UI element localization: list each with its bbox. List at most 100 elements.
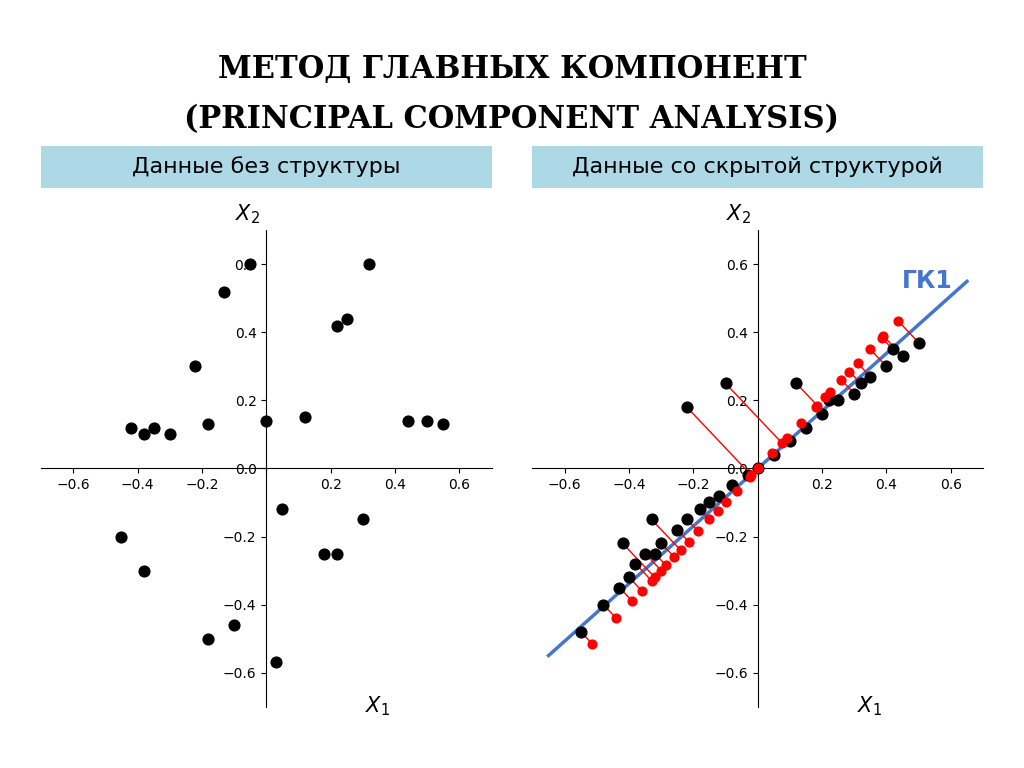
Point	[399, 415, 416, 427]
Text: МЕТОД ГЛАВНЫХ КОМПОНЕНТ: МЕТОД ГЛАВНЫХ КОМПОНЕНТ	[218, 54, 806, 84]
Point	[361, 258, 378, 270]
Text: Данные со скрытой структурой: Данные со скрытой структурой	[572, 157, 943, 177]
Point	[862, 370, 879, 382]
Point	[846, 388, 862, 400]
Point	[820, 394, 837, 406]
Point	[701, 496, 718, 508]
Point	[274, 503, 291, 515]
Point	[226, 619, 243, 631]
Point	[788, 377, 805, 389]
Point	[879, 360, 895, 372]
Point	[673, 544, 689, 556]
Point	[123, 422, 139, 434]
Point	[643, 513, 659, 525]
Point	[774, 437, 791, 449]
Point	[809, 399, 825, 412]
Point	[329, 548, 345, 560]
Text: $\mathit{X}_1$: $\mathit{X}_1$	[857, 695, 882, 718]
Point	[793, 416, 809, 429]
Point	[114, 531, 130, 543]
Point	[653, 564, 670, 577]
Point	[669, 524, 685, 536]
Point	[876, 329, 892, 342]
Point	[894, 350, 910, 362]
Point	[419, 415, 435, 427]
Point	[162, 429, 178, 441]
Point	[136, 564, 153, 577]
Point	[614, 537, 631, 549]
Point	[435, 418, 452, 430]
Point	[910, 336, 927, 349]
Point	[814, 408, 830, 420]
Point	[822, 386, 839, 398]
Point	[842, 366, 858, 378]
Point	[200, 418, 216, 430]
Point	[890, 314, 906, 326]
Point	[834, 374, 850, 386]
Point	[611, 581, 628, 594]
Point	[718, 496, 734, 508]
Point	[329, 319, 345, 332]
Point	[216, 286, 232, 298]
Point	[701, 513, 718, 525]
Text: ГК1: ГК1	[902, 269, 952, 293]
Point	[885, 343, 901, 356]
Point	[808, 401, 824, 413]
Point	[595, 598, 611, 611]
Text: (PRINCIPAL COMPONENT ANALYSIS): (PRINCIPAL COMPONENT ANALYSIS)	[184, 104, 840, 134]
Point	[729, 485, 745, 497]
Point	[690, 525, 707, 538]
Point	[750, 462, 766, 475]
Point	[200, 632, 216, 644]
Point	[297, 412, 313, 424]
Point	[354, 513, 371, 525]
Point	[853, 377, 869, 389]
Point	[643, 574, 659, 587]
Point	[267, 656, 284, 668]
Point	[242, 258, 258, 270]
Point	[637, 548, 653, 560]
Point	[608, 612, 625, 624]
Point	[691, 503, 708, 515]
Point	[258, 415, 274, 427]
Point	[711, 489, 727, 502]
Point	[187, 360, 204, 372]
Point	[743, 469, 760, 482]
Point	[646, 571, 663, 584]
Point	[740, 469, 757, 482]
Point	[710, 505, 726, 517]
Point	[873, 332, 890, 344]
Point	[584, 637, 600, 650]
Point	[718, 377, 734, 389]
Point	[145, 422, 162, 434]
Point	[572, 626, 589, 638]
Point	[653, 537, 670, 549]
Text: $\mathit{X}_2$: $\mathit{X}_2$	[726, 202, 752, 226]
Point	[679, 513, 695, 525]
Point	[750, 462, 766, 475]
Point	[764, 447, 780, 459]
Point	[798, 422, 814, 434]
Point	[316, 548, 333, 560]
Text: $\mathit{X}_2$: $\mathit{X}_2$	[234, 202, 260, 226]
Point	[646, 548, 663, 560]
Point	[634, 584, 650, 597]
Point	[136, 429, 153, 441]
Point	[766, 449, 782, 461]
Point	[724, 479, 740, 492]
Point	[781, 435, 798, 448]
Point	[666, 551, 682, 563]
Point	[849, 357, 865, 369]
Text: $\mathit{X}_1$: $\mathit{X}_1$	[366, 695, 390, 718]
Point	[862, 343, 879, 356]
Point	[628, 558, 644, 570]
Point	[741, 471, 758, 483]
Text: Данные без структуры: Данные без структуры	[132, 157, 400, 177]
Point	[339, 313, 355, 325]
Point	[621, 571, 637, 584]
Point	[830, 394, 847, 406]
Point	[778, 432, 795, 444]
Point	[657, 559, 674, 571]
Point	[817, 391, 834, 403]
Point	[679, 401, 695, 413]
